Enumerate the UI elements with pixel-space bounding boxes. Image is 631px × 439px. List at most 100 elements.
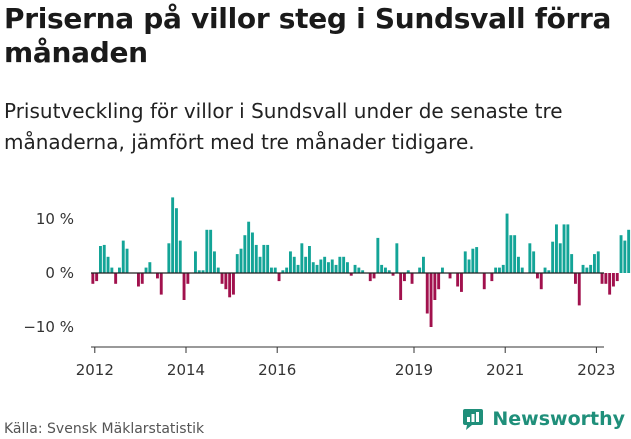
bar [593,254,596,273]
bar [125,248,129,273]
bar [319,259,323,273]
bar [220,273,224,284]
bar [422,256,425,273]
bar [251,232,254,273]
bar [144,267,148,273]
bar [623,240,627,273]
bar [608,273,612,295]
bar [186,273,190,284]
x-tick-label: 2012 [76,361,114,379]
bar [308,246,311,273]
bar [349,273,353,276]
bar [490,273,494,282]
bar [159,273,163,295]
bar [239,248,243,273]
bar [285,267,289,273]
bar [243,235,247,273]
bar [315,264,319,273]
bar [627,229,631,273]
bar [600,273,604,284]
bar [536,273,539,279]
bar [498,267,501,273]
bar [292,256,296,273]
y-tick-label: 0 % [45,264,74,282]
bar [463,251,467,273]
bar [201,270,205,273]
bar [589,264,593,273]
bar [596,251,600,273]
bar [311,262,315,273]
bar [471,248,475,273]
bar [121,240,125,273]
bar [513,235,517,273]
bar [429,273,433,327]
bar [448,273,452,279]
brand-logo[interactable]: Newsworthy [460,406,625,432]
bar [102,244,106,273]
bar [175,208,178,273]
chart-subtitle: Prisutveckling för villor i Sundsvall un… [4,99,563,154]
bar [323,256,327,273]
bar [604,273,608,284]
page-title: Priserna på villor steg i Sundsvall förr… [4,2,612,69]
bar [437,273,441,290]
bar [137,273,140,287]
bar [270,267,273,273]
bars-group [91,197,631,327]
bar [247,221,251,273]
bar [577,273,581,306]
bar [566,224,570,273]
bar [612,273,615,287]
bar [494,267,498,273]
bar [327,262,330,273]
bar [585,267,589,273]
bar [551,241,555,273]
bar [140,273,144,284]
bar [209,229,213,273]
bar [213,251,216,273]
bar [197,270,201,273]
bar [460,273,463,292]
bar [558,243,562,273]
bar [574,273,577,284]
bar [482,273,486,290]
bar [300,243,304,273]
bar [425,273,429,314]
bar [205,229,209,273]
bar [110,267,114,273]
bar [167,243,171,273]
bar [501,264,505,273]
bar [395,243,399,273]
bar [273,267,277,273]
bar [178,240,182,273]
bar [296,264,300,273]
bar [106,256,110,273]
bar [433,273,437,300]
bar [353,264,357,273]
y-tick-label: 10 % [36,210,74,228]
bar [441,267,444,273]
bar [410,273,414,284]
x-tick-label: 2014 [167,361,205,379]
x-axis-ticks: 2012 2014 2016 2019 2021 2023 [76,347,615,379]
bar [368,273,372,282]
bar [330,259,334,273]
bar [262,244,266,273]
bar [532,251,536,273]
source-note: Källa: Svensk Mäklarstatistik [4,421,205,437]
bar [376,237,380,273]
y-tick-label: −10 % [23,318,74,336]
bar [517,256,520,273]
bar [228,273,232,298]
bar [619,235,623,273]
bar [224,273,228,290]
bar [95,273,99,282]
bar [182,273,186,300]
bar [118,267,121,273]
bar [467,259,471,273]
bar [281,270,285,273]
bar [547,270,551,273]
bar [357,267,361,273]
bar [562,224,566,273]
bar [505,213,509,273]
